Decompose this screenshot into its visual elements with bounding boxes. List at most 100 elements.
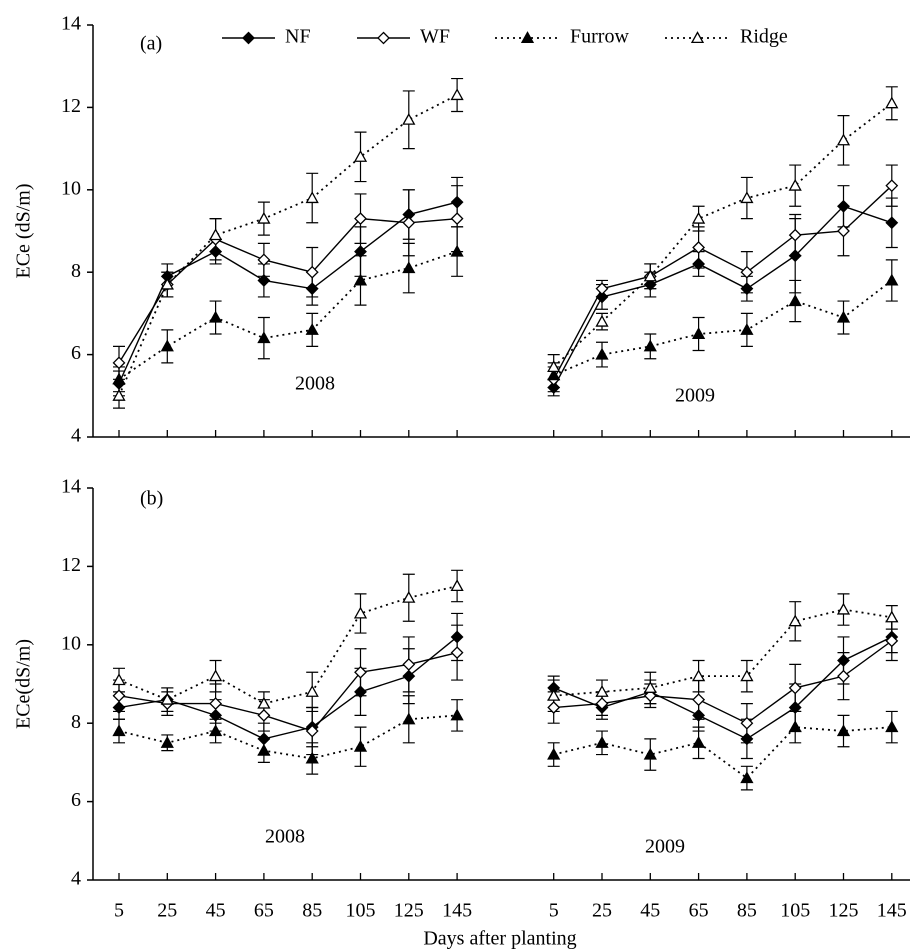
marker	[402, 112, 416, 125]
marker	[547, 360, 561, 373]
marker	[257, 696, 271, 709]
marker	[112, 724, 126, 737]
marker	[305, 724, 319, 738]
y-tick-label: 8	[71, 711, 81, 733]
marker	[547, 701, 561, 714]
marker	[305, 282, 319, 296]
marker	[740, 716, 754, 730]
marker	[257, 331, 271, 344]
marker	[740, 282, 754, 296]
marker	[595, 735, 609, 748]
marker	[305, 191, 319, 204]
annotation: 2009	[675, 385, 715, 407]
annotation: (a)	[140, 33, 162, 55]
marker	[691, 735, 706, 748]
marker	[788, 294, 802, 307]
series-line	[118, 640, 893, 732]
marker	[402, 657, 416, 671]
marker	[885, 720, 899, 733]
x-axis-label: Days after planting	[423, 928, 576, 950]
series-line	[118, 250, 893, 381]
x-tick-label: 85	[737, 900, 757, 922]
marker	[450, 88, 464, 101]
marker	[643, 339, 657, 352]
marker	[836, 724, 851, 737]
marker	[402, 712, 416, 725]
x-tick-label: 85	[302, 900, 322, 922]
marker	[595, 290, 609, 304]
marker	[885, 179, 899, 193]
marker	[788, 681, 802, 695]
legend-label: Furrow	[570, 26, 629, 48]
marker	[692, 708, 706, 722]
marker	[740, 732, 754, 746]
x-tick-label: 5	[549, 900, 559, 922]
marker	[450, 646, 464, 660]
y-axis-label: ECe(dS/m)	[13, 639, 35, 729]
y-tick-label: 10	[61, 177, 81, 199]
y-tick-label: 4	[71, 425, 81, 447]
marker	[788, 228, 802, 242]
marker	[885, 96, 899, 109]
y-tick-label: 10	[61, 632, 81, 654]
marker	[788, 701, 802, 714]
y-tick-label: 14	[61, 13, 81, 35]
marker	[112, 388, 126, 401]
annotation: 2008	[265, 826, 305, 848]
marker	[595, 347, 609, 360]
y-tick-label: 8	[71, 260, 81, 282]
series-line	[118, 94, 893, 397]
series-line	[118, 585, 892, 705]
marker	[450, 579, 464, 592]
marker	[209, 245, 223, 259]
marker	[691, 327, 706, 340]
legend-label: WF	[420, 26, 450, 48]
marker	[402, 216, 416, 230]
x-tick-label: 25	[592, 900, 612, 922]
marker	[643, 747, 657, 760]
legend-marker	[520, 31, 535, 44]
marker	[788, 614, 802, 627]
series-line	[118, 636, 893, 740]
marker	[257, 274, 271, 287]
marker	[208, 310, 223, 323]
x-tick-label: 125	[829, 900, 859, 922]
marker	[112, 372, 126, 385]
marker	[257, 253, 271, 267]
marker	[547, 381, 561, 394]
marker	[740, 771, 754, 784]
marker	[692, 241, 706, 254]
marker	[836, 310, 851, 323]
legend-label: Ridge	[740, 26, 788, 48]
marker	[595, 314, 609, 327]
x-tick-label: 45	[640, 900, 660, 922]
marker	[643, 681, 657, 693]
marker	[257, 732, 271, 746]
marker	[692, 257, 706, 271]
marker	[353, 150, 368, 162]
marker	[692, 693, 706, 707]
legend-marker	[690, 31, 705, 44]
y-tick-label: 12	[61, 95, 81, 117]
marker	[595, 697, 609, 711]
marker	[160, 339, 174, 352]
marker	[160, 277, 174, 290]
marker	[402, 669, 416, 683]
marker	[354, 665, 367, 679]
series-line	[118, 185, 893, 380]
marker	[112, 701, 126, 714]
marker	[837, 654, 850, 667]
annotation: 2008	[295, 373, 335, 395]
x-tick-label: 105	[780, 900, 810, 922]
legend-label: NF	[285, 26, 311, 48]
marker	[885, 216, 899, 230]
marker	[788, 720, 802, 733]
marker	[788, 249, 802, 263]
y-tick-label: 4	[71, 868, 81, 890]
marker	[740, 669, 754, 682]
marker	[112, 356, 126, 370]
marker	[643, 269, 657, 282]
marker	[257, 708, 271, 722]
